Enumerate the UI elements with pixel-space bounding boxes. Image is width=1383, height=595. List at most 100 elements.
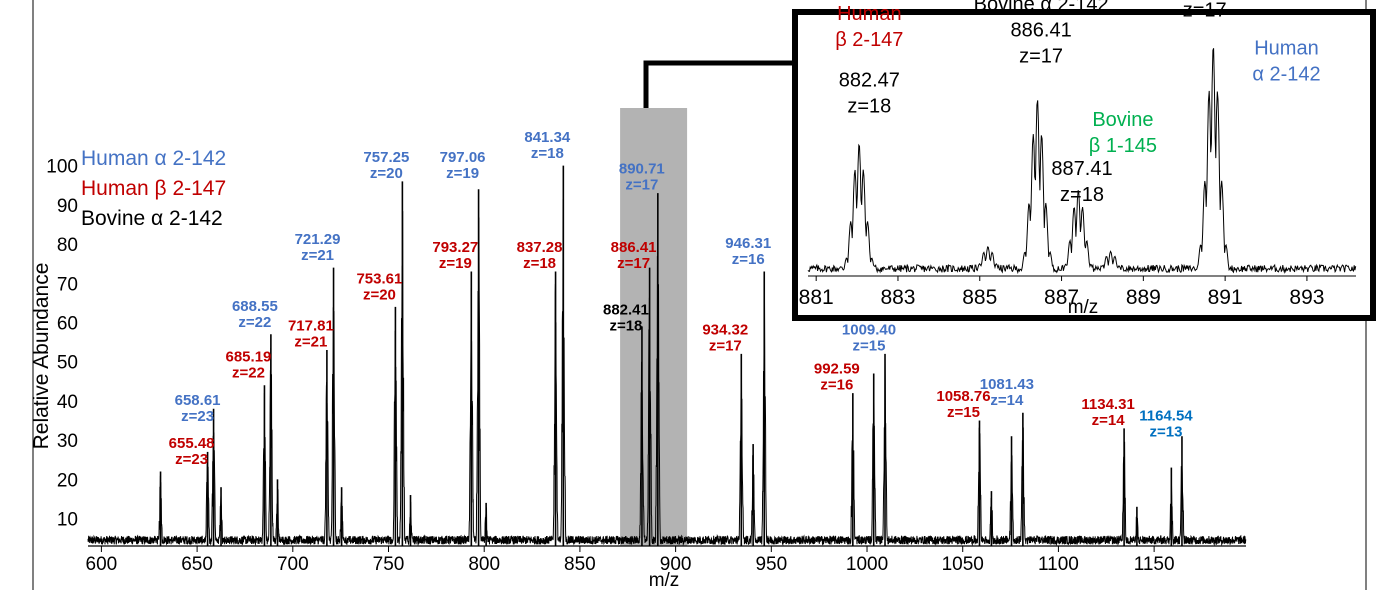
legend-entry-human-beta: Human β 2-147 (81, 177, 226, 200)
inset-annotation-line: z=18 (1060, 184, 1104, 206)
peak-annotation: 658.61z=23 (175, 392, 221, 425)
peak-mz-label: 992.59 (814, 360, 860, 377)
y-tick-label: 90 (57, 196, 78, 217)
inset-annotation-line: 882.47 (839, 70, 900, 92)
peak-mz-label: 753.61 (356, 270, 402, 287)
inset-spectrum-trace (807, 48, 1357, 275)
inset-axes: 881 883 885 887 889 891 893 (799, 275, 1356, 309)
inset-frame (792, 9, 1376, 321)
peak-mz-label: 1164.54 (1139, 408, 1193, 425)
peak-mz-label: 1134.31 (1081, 396, 1134, 413)
peak-charge-label: z=14 (990, 392, 1024, 409)
legend-entry-human-alpha: Human α 2-142 (81, 147, 226, 170)
peak-annotation: 757.25z=20 (363, 149, 409, 182)
inset-annotation-line: α 2-142 (1252, 64, 1320, 86)
peak-charge-label: z=15 (947, 404, 980, 421)
y-tick-label: 30 (57, 431, 78, 452)
peak-annotation: 1058.76z=15 (936, 388, 990, 421)
peak-mz-label: 721.29 (295, 231, 341, 248)
inset-x-tick-label: 891 (1208, 286, 1243, 309)
x-tick-label: 1050 (942, 554, 984, 575)
highlight-region (620, 108, 688, 546)
peak-charge-label: z=16 (820, 376, 853, 393)
peak-annotation: 1164.54z=13 (1139, 408, 1193, 441)
peak-annotation: 655.48z=23 (169, 435, 215, 468)
peak-charge-label: z=17 (709, 337, 742, 354)
main-axes: 600 650 700 750 800 850 900 950 1000 1050 1100 1150… (46, 157, 1246, 575)
inset-annotation-line: Bovine (1092, 109, 1153, 131)
peak-mz-label: 890.71 (619, 161, 665, 178)
inset-connector (643, 60, 793, 108)
peak-charge-label: z=17 (625, 177, 658, 194)
inset-annotation-line: Human (1254, 38, 1318, 60)
y-tick-label: 40 (57, 392, 78, 413)
y-tick-label: 10 (57, 510, 78, 531)
inset-annotations: Human β 2-147 882.47 z=18 Bovine α 2-142 886.… (835, 0, 1320, 206)
inset-annotation-line: β 1-145 (1089, 135, 1157, 157)
inset-annotation-line: Bovine α 2-142 (974, 0, 1109, 15)
x-tick-label: 700 (277, 554, 309, 575)
y-tick-label: 70 (57, 274, 78, 295)
inset-x-axis-label: m/z (1068, 297, 1099, 318)
peak-mz-label: 946.31 (725, 235, 771, 252)
peak-mz-label: 882.41 (603, 302, 649, 319)
y-tick-label: 100 (46, 157, 78, 178)
inset-annotation-line: 886.41 (1011, 19, 1072, 41)
peak-mz-label: 793.27 (432, 239, 478, 256)
inset-annotation: Bovine α 2-142 886.41 z=17 (974, 0, 1109, 67)
peak-annotation: 1081.43z=14 (980, 376, 1034, 409)
peak-charge-label: z=19 (446, 165, 479, 182)
spectrum-line (87, 198, 1247, 547)
y-axis-label: Relative Abundance (30, 263, 53, 450)
peak-annotation: 721.29z=21 (295, 231, 341, 264)
peak-charge-label: z=17 (617, 255, 650, 272)
x-tick-label: 850 (564, 554, 596, 575)
inset-x-tick-label: 889 (1126, 286, 1161, 309)
legend-entry-bovine-alpha: Bovine α 2-142 (81, 207, 223, 230)
inset-x-tick-label: 887 (1044, 286, 1079, 309)
inset-annotation-line: z=17 (1019, 45, 1063, 67)
inset-annotation-line: 887.41 (1051, 158, 1112, 180)
peak-mz-label: 934.32 (702, 321, 748, 338)
peak-mz-label: 685.19 (226, 349, 272, 366)
y-tick-label: 20 (57, 470, 78, 491)
inset-annotation: 890.71z=17 (1183, 0, 1227, 22)
peak-mz-label: 658.61 (175, 392, 221, 409)
x-tick-label: 1000 (846, 554, 888, 575)
peak-charge-label: z=13 (1149, 424, 1182, 441)
x-tick-label: 900 (660, 554, 692, 575)
peak-annotation: 837.28z=18 (517, 239, 563, 272)
x-axis-label: m/z (649, 570, 680, 590)
peak-charge-label: z=16 (732, 251, 765, 268)
x-tick-label: 650 (181, 554, 213, 575)
inset-annotation-line: β 2-147 (835, 29, 903, 51)
inset-annotation: Bovine β 1-145 (1089, 109, 1157, 157)
peak-annotations: 655.48z=23658.61z=23685.19z=22688.55z=22… (169, 129, 1194, 468)
peak-charge-label: z=22 (238, 314, 271, 331)
peak-mz-label: 1081.43 (980, 376, 1034, 393)
main-spectrum-trace (87, 165, 1247, 547)
y-tick-label: 60 (57, 314, 78, 335)
peak-charge-label: z=21 (301, 247, 334, 264)
peak-mz-label: 688.55 (232, 298, 278, 315)
peak-charge-label: z=22 (232, 365, 265, 382)
x-tick-label: 600 (86, 554, 118, 575)
inset-x-tick-label: 893 (1289, 286, 1324, 309)
peak-charge-label: z=20 (370, 165, 403, 182)
peak-mz-label: 886.41 (611, 239, 657, 256)
inset-annotation: Human α 2-142 (1252, 38, 1320, 86)
x-tick-label: 950 (755, 554, 787, 575)
inset-x-tick-label: 881 (799, 286, 834, 309)
peak-annotation: 793.27z=19 (432, 239, 478, 272)
peak-mz-label: 841.34 (524, 129, 571, 146)
peak-annotation: 841.34z=18 (524, 129, 571, 162)
x-tick-label: 1150 (1134, 554, 1175, 575)
legend: Human α 2-142 Human β 2-147 Bovine α 2-1… (81, 147, 226, 230)
peak-charge-label: z=23 (181, 408, 214, 425)
inset-annotation-line: Human (837, 3, 901, 25)
peak-annotation: 797.06z=19 (440, 149, 486, 182)
peak-mz-label: 717.81 (288, 317, 334, 334)
peak-annotation: 753.61z=20 (356, 270, 402, 303)
